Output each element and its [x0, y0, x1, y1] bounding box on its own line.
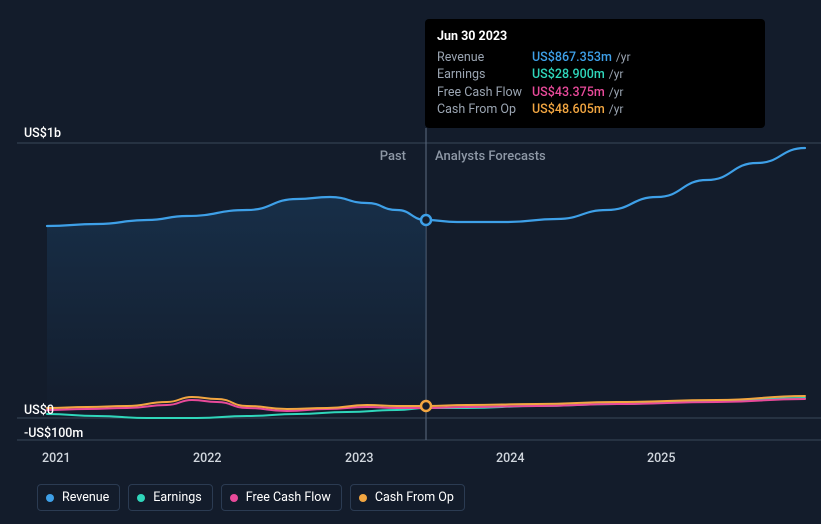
tooltip-row-label: Revenue	[437, 49, 532, 67]
tooltip-row-unit: /yr	[609, 101, 624, 119]
legend-item-revenue[interactable]: Revenue	[37, 484, 120, 511]
y-axis-tick: US$1b	[24, 126, 61, 141]
section-label-past: Past	[380, 149, 406, 164]
x-axis-tick: 2023	[345, 451, 373, 466]
legend-label: Revenue	[62, 490, 109, 505]
legend-item-cfo[interactable]: Cash From Op	[350, 484, 465, 511]
legend-dot-icon	[230, 494, 238, 502]
tooltip-row-value: US$43.375m	[532, 84, 605, 102]
x-axis-tick: 2022	[193, 451, 221, 466]
legend-dot-icon	[46, 494, 54, 502]
y-axis-tick: -US$100m	[24, 426, 83, 441]
tooltip-row-label: Free Cash Flow	[437, 84, 532, 102]
legend-item-fcf[interactable]: Free Cash Flow	[221, 484, 342, 511]
tooltip-row-label: Cash From Op	[437, 101, 532, 119]
legend-label: Free Cash Flow	[246, 490, 331, 505]
tooltip-row-unit: /yr	[609, 84, 624, 102]
tooltip-row-value: US$48.605m	[532, 101, 605, 119]
x-axis-tick: 2025	[647, 451, 675, 466]
tooltip-row-value: US$28.900m	[532, 66, 605, 84]
tooltip-row: RevenueUS$867.353m/yr	[437, 49, 753, 67]
legend-dot-icon	[359, 494, 367, 502]
tooltip-row: Free Cash FlowUS$43.375m/yr	[437, 84, 753, 102]
legend-dot-icon	[137, 494, 145, 502]
x-axis-tick: 2021	[42, 451, 70, 466]
tooltip-row-label: Earnings	[437, 66, 532, 84]
tooltip-row-unit: /yr	[616, 49, 631, 67]
tooltip-row: Cash From OpUS$48.605m/yr	[437, 101, 753, 119]
legend-label: Cash From Op	[375, 490, 454, 505]
tooltip-row: EarningsUS$28.900m/yr	[437, 66, 753, 84]
tooltip-row-value: US$867.353m	[532, 49, 612, 67]
legend-label: Earnings	[153, 490, 201, 505]
tooltip-row-unit: /yr	[609, 66, 624, 84]
section-label-forecast: Analysts Forecasts	[435, 149, 546, 164]
y-axis-tick: US$0	[24, 403, 54, 418]
legend-item-earnings[interactable]: Earnings	[128, 484, 212, 511]
x-axis-tick: 2024	[496, 451, 524, 466]
legend: Revenue Earnings Free Cash Flow Cash From O…	[37, 484, 465, 511]
tooltip-date: Jun 30 2023	[437, 28, 753, 46]
hover-tooltip: Jun 30 2023 RevenueUS$867.353m/yrEarning…	[425, 19, 765, 128]
